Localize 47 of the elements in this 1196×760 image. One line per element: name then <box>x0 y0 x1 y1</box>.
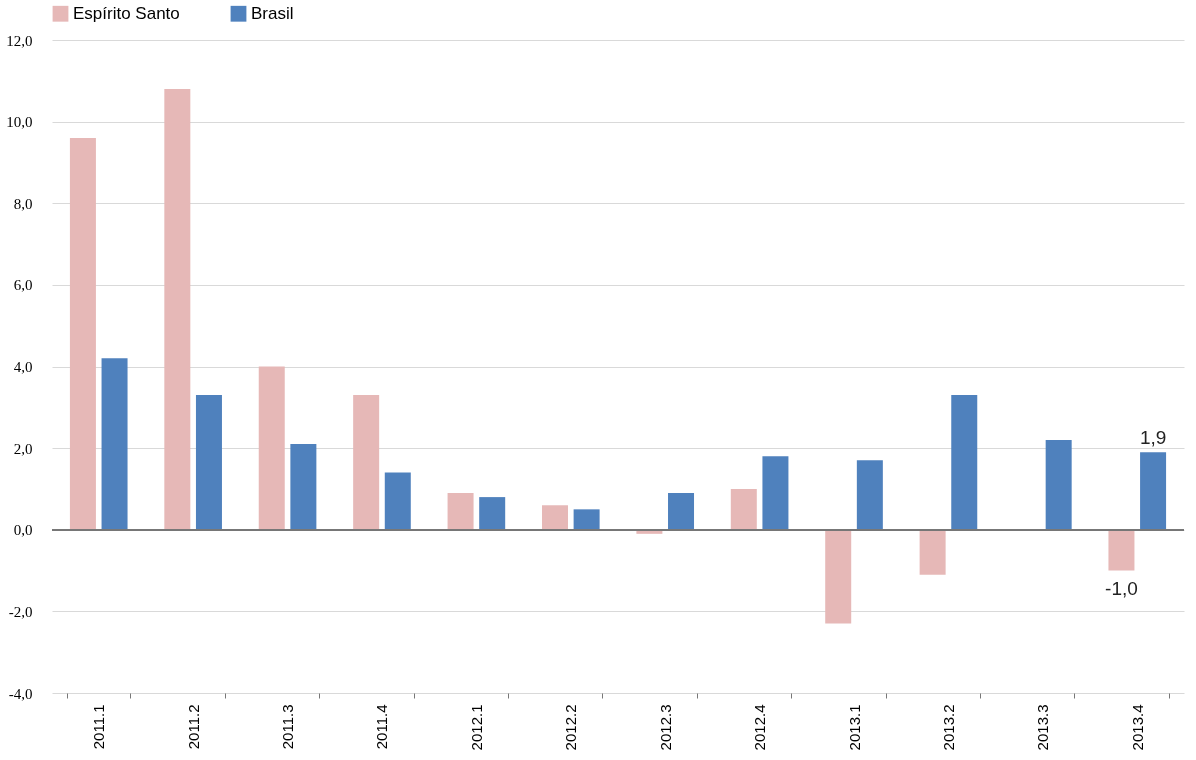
x-tick-label: 2011.2 <box>184 704 202 750</box>
y-tick-label: 8,0 <box>13 195 33 212</box>
x-tick-label: 2012.4 <box>751 704 769 751</box>
x-tick-label: 2011.4 <box>373 704 391 750</box>
x-tick-label: 2012.2 <box>562 704 580 751</box>
bar <box>195 395 222 530</box>
y-tick-label: 2,0 <box>13 440 33 457</box>
bar <box>825 529 852 624</box>
bar <box>258 366 285 530</box>
y-tick-label: -4,0 <box>8 685 33 702</box>
bar <box>541 505 568 530</box>
y-tick-label: 12,0 <box>6 32 33 49</box>
bar <box>1108 529 1135 571</box>
bar <box>573 509 600 530</box>
data-label: 1,9 <box>1139 427 1167 449</box>
bar <box>1045 439 1072 530</box>
bar <box>1140 452 1167 530</box>
y-tick-label: -2,0 <box>8 603 33 620</box>
y-tick-label: 10,0 <box>6 114 33 131</box>
bar <box>69 137 96 530</box>
bar <box>730 488 757 530</box>
bar <box>856 460 883 530</box>
x-tick-label: 2011.3 <box>279 704 297 750</box>
legend-label: Espírito Santo <box>73 3 180 23</box>
x-tick-label: 2011.1 <box>90 704 108 750</box>
bar <box>290 444 317 530</box>
x-tick-label: 2013.3 <box>1034 704 1052 751</box>
bar <box>919 529 946 575</box>
bar <box>353 395 380 530</box>
y-tick-label: 0,0 <box>13 522 33 539</box>
bar <box>164 88 191 530</box>
data-label: -1,0 <box>1105 577 1138 599</box>
bar <box>762 456 789 530</box>
bar <box>101 358 128 530</box>
bar <box>668 493 695 530</box>
bar <box>447 493 474 530</box>
bar <box>479 497 506 530</box>
x-tick-label: 2013.2 <box>939 704 957 751</box>
x-tick-label: 2013.4 <box>1128 704 1146 751</box>
x-tick-label: 2012.3 <box>656 704 674 751</box>
y-tick-label: 4,0 <box>13 359 33 375</box>
bar <box>951 395 978 530</box>
x-tick-label: 2013.1 <box>845 704 863 751</box>
y-tick-label: 6,0 <box>13 277 33 294</box>
x-tick-label: 2012.1 <box>467 704 485 751</box>
bar <box>384 472 411 530</box>
legend-label: Brasil <box>251 3 294 23</box>
